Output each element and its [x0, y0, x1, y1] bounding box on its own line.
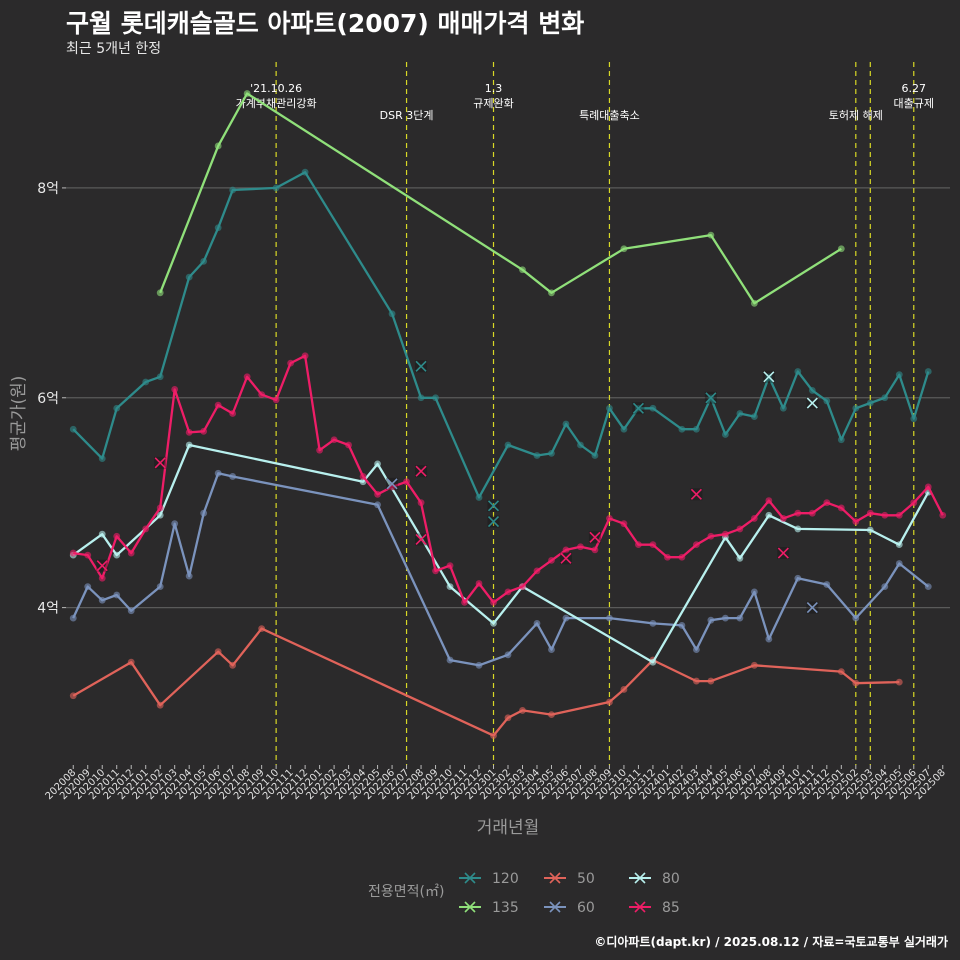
- crossed-marker-60: [386, 477, 399, 490]
- legend-item-60: 60: [544, 900, 595, 916]
- event-label: 대출규제: [894, 97, 934, 110]
- legend-label: 80: [662, 871, 680, 887]
- plot-panel: [66, 62, 950, 765]
- crossed-marker-85: [154, 456, 167, 469]
- crossed-marker-stroke: [705, 392, 717, 404]
- event-label: 특례대출축소: [579, 109, 640, 122]
- crossed-marker-stroke: [806, 602, 818, 614]
- crossed-marker-stroke: [763, 371, 775, 383]
- crossed-marker-stroke: [386, 478, 398, 490]
- crossed-marker-80: [762, 370, 775, 383]
- legend-cross: [634, 901, 646, 913]
- crossed-marker-85: [415, 465, 428, 478]
- series-line-120: [72, 171, 930, 499]
- y-tick-label: 6억: [37, 391, 59, 407]
- legend-item-120: 120: [459, 871, 519, 887]
- crossed-marker-80: [806, 397, 819, 410]
- series-line-85: [73, 354, 944, 604]
- legend-cross: [464, 872, 476, 884]
- legend-label: 60: [577, 900, 595, 916]
- legend-item-135: 135: [459, 900, 519, 916]
- x-axis-title: 거래년월: [477, 818, 540, 838]
- crossed-marker-stroke: [487, 516, 500, 528]
- crossed-marker-stroke: [632, 402, 644, 414]
- y-tick-label: 8억: [37, 181, 59, 197]
- crossed-marker-stroke: [415, 465, 427, 477]
- series-line-135: [159, 92, 842, 305]
- crossed-marker-120: [415, 360, 428, 373]
- event-label: 가계부채관리강화: [236, 97, 317, 110]
- crossed-marker-stroke: [690, 488, 702, 500]
- event-label: 규제완화: [473, 97, 513, 110]
- legend-item-85: 85: [629, 900, 680, 916]
- event-label: '21.10.26: [250, 82, 302, 95]
- event-label: 6.27: [902, 82, 927, 95]
- crossed-marker-120: [704, 391, 717, 404]
- legend-cross: [464, 901, 476, 913]
- series-line-60: [72, 472, 930, 667]
- legend-label: 120: [492, 871, 519, 887]
- legend-label: 50: [577, 871, 595, 887]
- legend-item-80: 80: [629, 871, 680, 887]
- crossed-marker-stroke: [560, 552, 572, 564]
- crossed-marker-120: [487, 499, 500, 512]
- source-caption: ©디아파트(dapt.kr) / 2025.08.12 / 자료=국토교통부 실…: [594, 935, 948, 949]
- crossed-marker-120: [632, 402, 645, 415]
- event-label: 토허제 해제: [829, 108, 883, 122]
- chart-subtitle: 최근 5개년 한정: [66, 41, 162, 57]
- crossed-marker-85: [690, 488, 703, 501]
- legend-label: 85: [662, 900, 680, 916]
- crossed-marker-stroke: [487, 500, 500, 512]
- crossed-marker-85: [415, 533, 428, 546]
- legend-title: 전용면적(㎡): [368, 884, 444, 900]
- crossed-marker-stroke: [589, 531, 601, 543]
- chart-title: 구월 롯데캐슬골드 아파트(2007) 매매가격 변화: [66, 9, 585, 38]
- crossed-marker-stroke: [415, 360, 427, 372]
- series-line-80: [72, 443, 930, 664]
- crossed-marker-stroke: [777, 547, 789, 559]
- crossed-marker-60: [806, 601, 819, 614]
- crossed-marker-85: [96, 559, 109, 572]
- legend-cross: [634, 872, 646, 884]
- crossed-marker-85: [777, 547, 790, 560]
- legend-label: 135: [492, 900, 519, 916]
- series-line-50: [72, 627, 900, 737]
- legend-cross: [549, 901, 561, 913]
- legend-cross: [549, 872, 561, 884]
- crossed-marker-stroke: [96, 560, 108, 572]
- event-label: 1.3: [485, 82, 503, 95]
- event-label: DSR 3단계: [380, 109, 434, 122]
- crossed-marker-120: [487, 515, 500, 528]
- legend-item-50: 50: [544, 871, 595, 887]
- crossed-marker-stroke: [415, 533, 427, 545]
- y-tick-label: 4억: [37, 601, 59, 617]
- crossed-marker-stroke: [154, 457, 166, 469]
- y-axis-title: 평균가(원): [9, 376, 29, 452]
- crossed-marker-stroke: [806, 397, 818, 409]
- crossed-marker-85: [588, 531, 601, 544]
- crossed-marker-85: [559, 552, 572, 565]
